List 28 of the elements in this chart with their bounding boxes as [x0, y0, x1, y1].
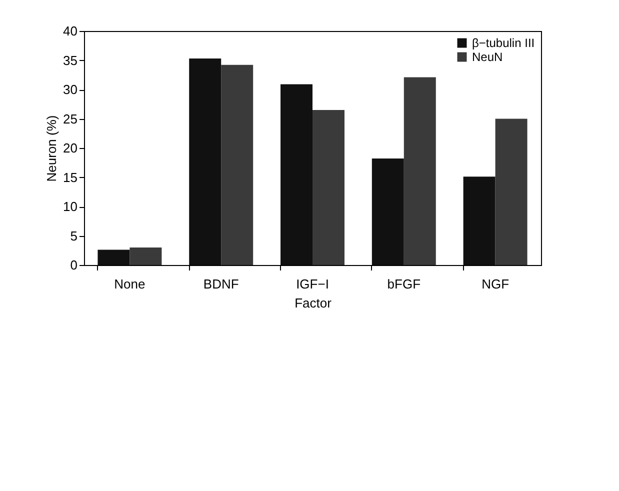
bar: [98, 250, 130, 265]
y-tick-label: 15: [63, 170, 78, 185]
y-tick-label: 30: [63, 82, 78, 97]
x-tick-label: NGF: [482, 276, 510, 292]
y-tick-label: 10: [63, 199, 78, 214]
x-tick-label: bFGF: [387, 276, 421, 292]
bar: [404, 77, 436, 265]
y-tick-label: 0: [70, 258, 78, 272]
y-tick-label: 5: [70, 228, 78, 244]
y-axis-title: Neuron (%): [44, 115, 60, 182]
bar: [312, 110, 344, 265]
y-tick-label: 35: [63, 52, 78, 68]
bar: [221, 64, 254, 265]
bar: [463, 176, 496, 265]
x-axis-title: Factor: [294, 296, 332, 310]
legend-label: NeuN: [472, 50, 503, 64]
y-tick-label: 20: [63, 140, 78, 156]
x-tick-label: BDNF: [203, 276, 239, 292]
bar: [372, 158, 404, 265]
legend-label: β−tubulin III: [472, 36, 535, 50]
x-tick-label: None: [114, 276, 146, 292]
bar: [189, 58, 222, 265]
bar: [130, 247, 162, 265]
x-tick-label: IGF−I: [296, 276, 329, 292]
bar: [280, 84, 312, 265]
y-tick-label: 40: [63, 24, 78, 38]
bar: [495, 118, 528, 265]
y-tick-label: 25: [63, 111, 78, 126]
